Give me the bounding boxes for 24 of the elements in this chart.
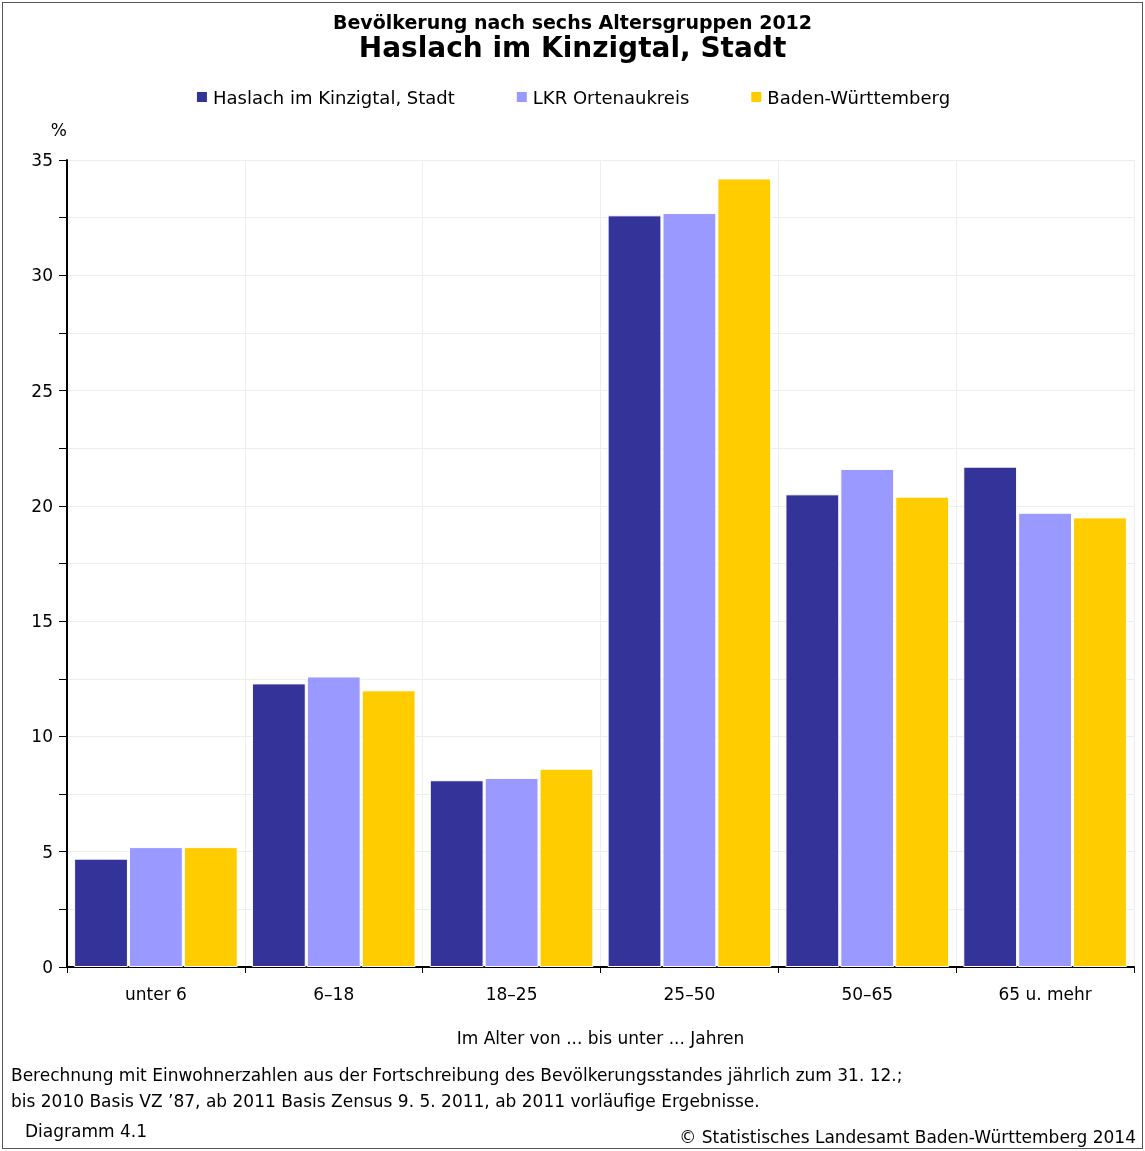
y-tick-label: 20: [31, 495, 53, 516]
x-tick-label: 18–25: [485, 983, 538, 1004]
x-axis-title: Im Alter von ... bis unter ... Jahren: [456, 1027, 745, 1048]
text: Diagramm 4.1: [25, 1120, 147, 1141]
x-tick-label: 25–50: [663, 983, 716, 1004]
y-tick-label: 15: [31, 611, 53, 632]
chart-title: Bevölkerung nach sechs Altersgruppen 2012: [332, 10, 813, 33]
y-tick-label: 35: [31, 150, 53, 170]
x-tick-label: unter 6: [124, 983, 187, 1004]
text: © Statistisches Landesamt Baden-Württemberg 2014: [679, 1126, 1137, 1147]
legend-label: Haslach im Kinzigtal, Stadt: [212, 86, 455, 108]
y-axis-title: %: [50, 119, 67, 140]
x-tick-label: 65 u. mehr: [998, 983, 1092, 1004]
legend-label: Baden-Württemberg: [767, 86, 951, 108]
x-tick-label: 50–65: [841, 983, 894, 1004]
legend-label: LKR Ortenaukreis: [532, 86, 690, 108]
y-tick-label: 5: [42, 841, 53, 862]
y-tick-label: 10: [31, 726, 53, 747]
y-tick-label: 25: [31, 380, 53, 401]
x-tick-label: 6–18: [313, 983, 355, 1004]
y-tick-label: 0: [42, 957, 53, 977]
text: bis 2010 Basis VZ ’87, ab 2011 Basis Zensus 9. 5. 2011, ab 2011 vorläufige Ergebnisse.: [11, 1090, 760, 1111]
y-tick-label: 30: [31, 265, 53, 286]
text: Berechnung mit Einwohnerzahlen aus der Fortschreibung des Bevölkerungsstandes jährlich zum 31. 12.;: [11, 1064, 903, 1085]
